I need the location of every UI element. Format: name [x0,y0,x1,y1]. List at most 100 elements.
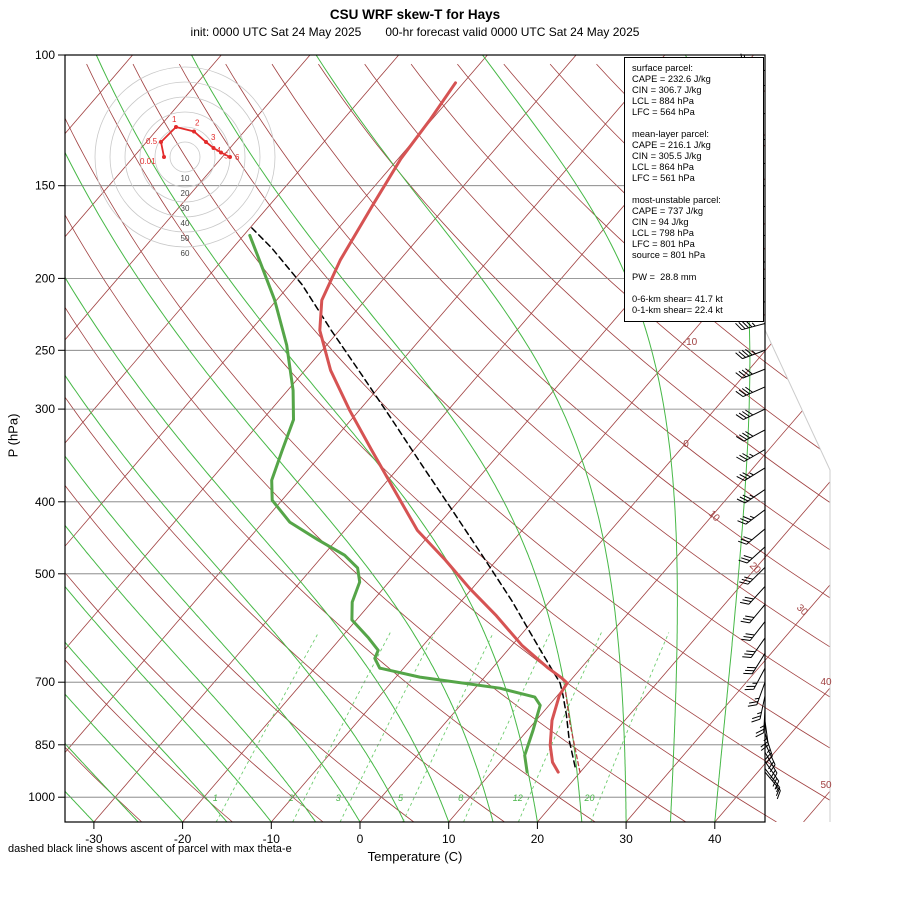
info-line: LCL = 884 hPa [632,96,694,106]
temp-tick-label: -10 [263,832,281,846]
isotherm-diagonal-label: 30 [794,602,810,618]
wind-barb [743,653,766,675]
moist-adiabat-line [65,55,139,822]
wind-barb [735,408,766,421]
x-axis-title: Temperature (C) [367,849,463,864]
isotherm-diagonal-label: 50 [820,780,832,791]
parcel-section-header: most-unstable parcel: [632,195,721,205]
info-spacer [632,261,761,272]
parcel-section-header: surface parcel: [632,63,693,73]
wind-barb [739,566,766,585]
init-time-label: init: 0000 UTC Sat 24 May 2025 [190,25,362,39]
moist-adiabat-line [65,55,405,822]
hodograph-height-label: 0.5 [146,137,158,146]
dry-adiabat-line [781,63,830,822]
parcel-dry-adiabat-line [564,691,581,774]
hodograph-ring-label: 30 [181,204,190,213]
mixing-ratio-line [215,632,319,822]
hodograph-ring [124,96,246,218]
wind-barb [735,368,766,379]
moist-adiabat-line [65,55,228,822]
dry-adiabat-line [503,63,830,822]
wind-barb [735,429,766,442]
pressure-tick-label: 100 [35,48,55,62]
dry-adiabat-line [65,63,505,822]
temp-tick-label: 40 [708,832,722,846]
info-line: LFC = 801 hPa [632,239,695,249]
parcel-info-box: surface parcel: CAPE = 232.6 J/kg CIN = 30… [624,57,764,322]
hodograph-height-label: 0.01 [140,157,156,166]
info-spacer [632,118,761,129]
info-spacer [632,283,761,294]
moist-adiabat-line [65,55,183,822]
hodograph-ring-label: 40 [181,219,190,228]
dry-adiabat-line [65,63,777,822]
hodograph-ring [169,141,201,173]
dry-adiabat-line [364,63,830,822]
hodograph-height-label: 3 [211,133,216,142]
info-line: CIN = 305.5 J/kg [632,151,702,161]
wind-barb [744,667,766,691]
mixing-ratio-line [402,632,494,822]
temp-tick-label: 10 [442,832,456,846]
parcel-ascent-line [251,227,576,768]
moist-adiabat-line [65,55,450,822]
chart-title: CSU WRF skew-T for Hays [329,7,501,22]
pressure-tick-label: 250 [35,343,55,357]
moist-adiabat-line [684,55,751,822]
hodograph-ring-label: 10 [181,174,190,183]
dry-adiabat-line [225,63,830,822]
dry-adiabat-line [271,63,830,822]
dewpoint-curve [248,233,542,774]
info-line: LCL = 864 hPa [632,162,694,172]
wind-barb [738,528,766,545]
info-line: source = 801 hPa [632,250,706,260]
moist-adiabat-line [191,55,583,822]
sounding-profiles [248,81,581,774]
hodograph-point [211,146,216,150]
dry-adiabat-line [65,63,596,822]
wind-barb [751,695,766,723]
info-line: CIN = 306.7 J/kg [632,85,702,95]
info-line: CAPE = 737 J/kg [632,206,704,216]
dry-adiabat-line [318,63,830,822]
dry-adiabat-line [65,64,233,822]
hodograph-ring-label: 50 [181,234,190,243]
mixing-ratio-label: 3 [336,793,341,803]
moist-adiabat-line [65,55,317,822]
hodograph-point [174,125,178,129]
hodograph-point [228,155,232,159]
dry-adiabat-line [410,63,830,822]
temp-tick-label: 20 [531,832,545,846]
temp-tick-label: 30 [619,832,633,846]
info-line: CAPE = 232.6 J/kg [632,74,711,84]
wind-barb [738,546,766,564]
pressure-tick-label: 1000 [28,790,55,804]
wind-barb [760,721,769,751]
moist-adiabat-line [482,55,678,822]
mixing-ratio-line [292,632,391,822]
hodograph-height-label: 6 [235,153,240,162]
wind-barb [741,621,766,641]
hodograph-height-label: 4 [217,146,222,155]
isotherm-line [65,55,666,822]
dry-adiabat-line [457,63,830,822]
dry-adiabat-line [65,64,143,822]
hodograph-point [159,140,163,144]
dry-adiabat-line [65,64,324,822]
isotherm-line [65,55,400,822]
mixing-ratio-line [339,632,436,822]
hodograph-height-label: 2 [195,119,200,128]
pressure-tick-label: 150 [35,179,55,193]
wind-barb [736,449,766,462]
isotherm-line [65,55,133,822]
info-line: LFC = 561 hPa [632,173,695,183]
wind-barb [735,386,766,398]
hodograph-height-label: 1 [172,115,177,124]
hodograph-point [204,140,208,144]
pressure-tick-label: 500 [35,567,55,581]
mixing-ratio-label: 8 [458,793,463,803]
isotherm-line [65,55,311,822]
moist-adiabat-line [65,55,272,822]
